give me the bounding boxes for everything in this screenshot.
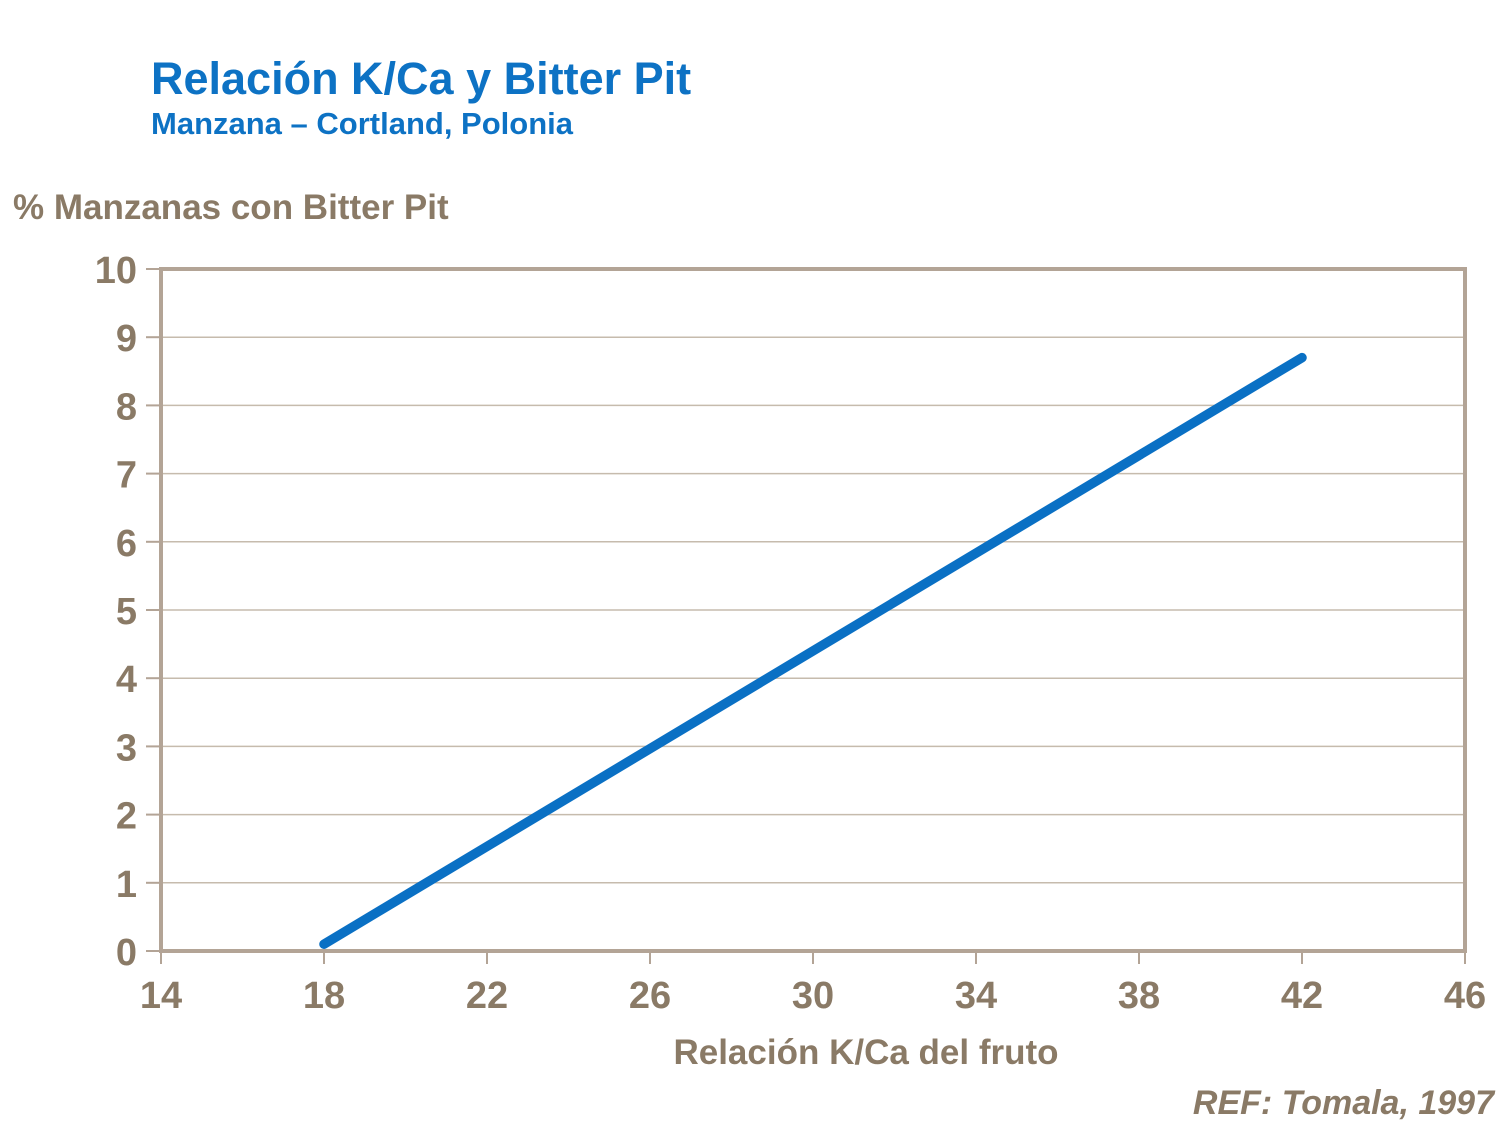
chart-title: Relación K/Ca y Bitter Pit xyxy=(151,53,692,104)
y-tick-label-10: 10 xyxy=(95,250,137,292)
reference-note: REF: Tomala, 1997 xyxy=(1192,1084,1494,1122)
y-tick-label-8: 8 xyxy=(116,386,137,428)
y-axis-title: % Manzanas con Bitter Pit xyxy=(13,188,449,227)
y-tick-label-6: 6 xyxy=(116,523,137,565)
x-tick-label-26: 26 xyxy=(629,975,671,1017)
x-tick-label-42: 42 xyxy=(1281,975,1323,1017)
x-tick-label-22: 22 xyxy=(466,975,508,1017)
x-tick-label-38: 38 xyxy=(1118,975,1160,1017)
y-tick-label-0: 0 xyxy=(116,932,137,974)
y-tick-label-5: 5 xyxy=(116,591,137,633)
x-tick-label-18: 18 xyxy=(303,975,345,1017)
data-line-0 xyxy=(319,352,1307,949)
y-tick-label-9: 9 xyxy=(116,318,137,360)
y-tick-label-2: 2 xyxy=(116,796,137,838)
chart-subtitle: Manzana – Cortland, Polonia xyxy=(151,106,573,141)
y-tick-label-7: 7 xyxy=(116,455,137,497)
x-tick-label-14: 14 xyxy=(140,975,182,1017)
y-tick-label-1: 1 xyxy=(116,864,137,906)
x-tick-label-34: 34 xyxy=(955,975,997,1017)
x-axis-title: Relación K/Ca del fruto xyxy=(673,1033,1059,1072)
x-tick-label-46: 46 xyxy=(1444,975,1486,1017)
y-tick-label-3: 3 xyxy=(116,727,137,769)
x-tick-label-30: 30 xyxy=(792,975,834,1017)
y-tick-label-4: 4 xyxy=(116,659,137,701)
